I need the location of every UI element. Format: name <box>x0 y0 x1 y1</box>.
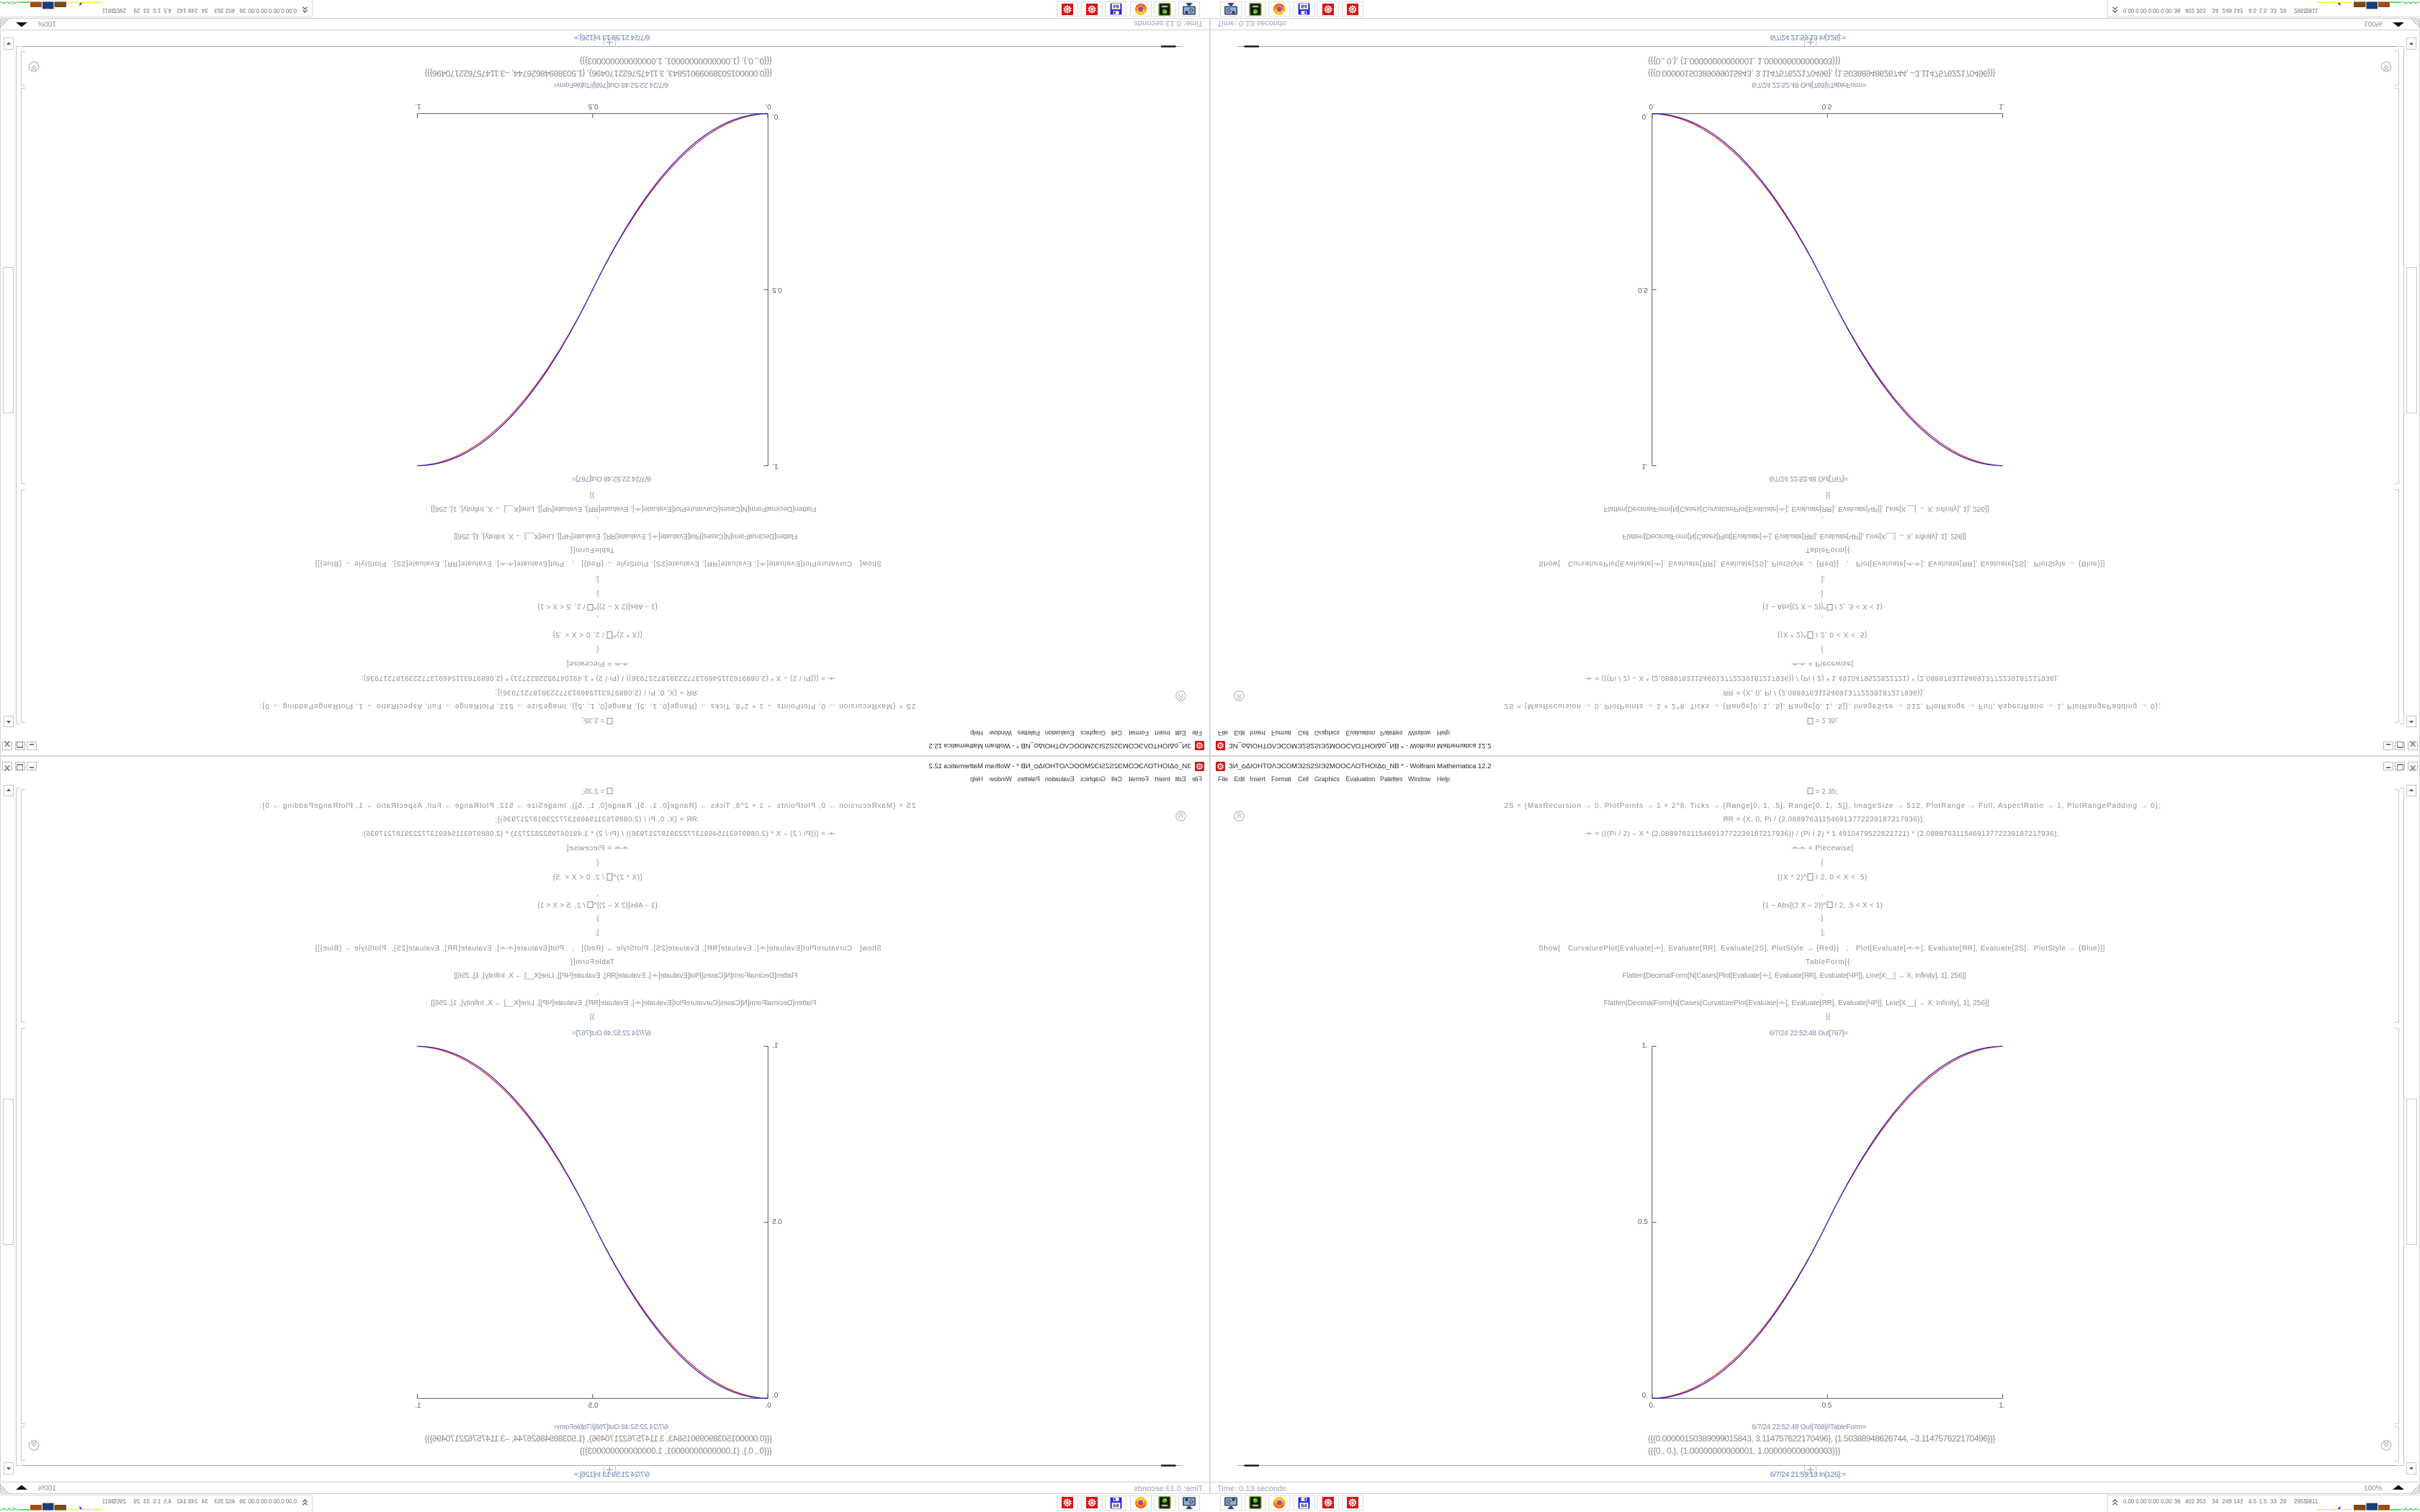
svg-text:64: 64 <box>1301 4 1307 9</box>
svg-text:64: 64 <box>1301 1503 1307 1508</box>
svg-text:64: 64 <box>1113 1503 1119 1508</box>
svg-text:64: 64 <box>1113 4 1119 9</box>
